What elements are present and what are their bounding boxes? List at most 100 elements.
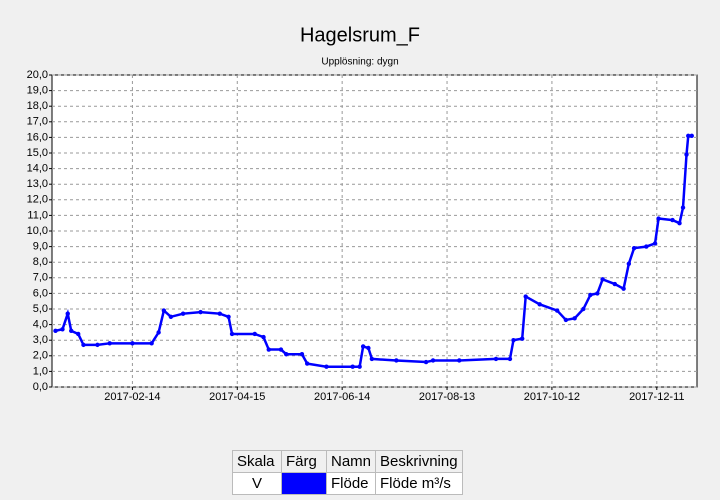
point — [600, 277, 605, 282]
point — [130, 341, 135, 346]
point — [430, 358, 436, 363]
y-tick-label: 16,0 — [27, 131, 48, 143]
point — [423, 359, 429, 365]
point — [324, 364, 329, 369]
legend-header-row: Skala Färg Namn Beskrivning — [232, 450, 463, 473]
point — [65, 311, 70, 316]
point — [305, 361, 310, 366]
y-tick-label: 15,0 — [27, 147, 48, 159]
point — [686, 133, 691, 139]
point — [161, 308, 167, 313]
y-tick-label: 2,0 — [33, 350, 48, 362]
y-tick-label: 5,0 — [33, 303, 48, 315]
x-tick-label: 2017-08-13 — [419, 391, 475, 403]
y-tick-label: 17,0 — [27, 116, 48, 128]
point — [684, 152, 689, 157]
y-tick-label: 1,0 — [33, 365, 48, 377]
y-tick-label: 13,0 — [27, 178, 48, 190]
plot-area — [51, 74, 698, 388]
point — [554, 308, 560, 313]
point — [350, 364, 355, 369]
point — [299, 352, 305, 357]
point — [226, 314, 231, 319]
point — [563, 317, 569, 323]
point — [537, 302, 542, 307]
y-tick-label: 4,0 — [33, 319, 48, 331]
y-tick-label: 19,0 — [27, 85, 48, 97]
x-tick-label: 2017-12-11 — [629, 391, 684, 403]
point — [95, 342, 100, 348]
y-tick-label: 20,0 — [27, 69, 48, 81]
point — [581, 306, 586, 312]
point — [677, 221, 682, 226]
y-tick-label: 14,0 — [27, 163, 48, 175]
y-tick-label: 18,0 — [27, 100, 48, 112]
point — [156, 330, 161, 335]
point — [612, 281, 618, 287]
legend-header: Färg — [281, 450, 327, 473]
point — [69, 328, 74, 334]
x-tick-label: 2017-04-15 — [209, 391, 265, 403]
point — [493, 356, 499, 362]
point — [81, 342, 86, 348]
point — [572, 316, 577, 321]
point — [644, 244, 649, 249]
point — [180, 311, 186, 316]
point — [656, 216, 661, 221]
legend-color — [281, 472, 327, 495]
point — [149, 341, 154, 346]
point — [198, 309, 203, 315]
point — [621, 286, 626, 291]
point — [394, 358, 399, 363]
point — [369, 356, 375, 362]
point — [689, 133, 694, 139]
chart-subtitle: Upplösning: dygn — [321, 57, 398, 68]
point — [357, 364, 362, 369]
point — [511, 338, 516, 343]
point — [360, 344, 366, 349]
chart: Hagelsrum_F Upplösning: dygn 0,0 1,0 2,0 3,… — [27, 24, 698, 403]
point — [266, 347, 271, 352]
y-tick-label: 11,0 — [27, 209, 48, 221]
point — [60, 327, 65, 332]
point — [520, 336, 525, 341]
legend-header: Beskrivning — [375, 450, 463, 473]
legend-name: Flöde — [325, 472, 377, 495]
point — [626, 261, 632, 266]
point — [76, 331, 81, 337]
point — [107, 341, 112, 346]
legend-row: V Flöde Flöde m³/s — [232, 472, 463, 495]
point — [168, 314, 174, 319]
x-tick-label: 2017-06-14 — [314, 391, 370, 403]
point — [53, 328, 58, 334]
point — [284, 352, 289, 357]
legend-description: Flöde m³/s — [375, 472, 463, 495]
point — [261, 334, 266, 340]
y-tick-label: 6,0 — [33, 287, 48, 299]
point — [507, 356, 513, 362]
legend-scale: V — [232, 472, 282, 495]
x-tick-label: 2017-10-12 — [524, 391, 580, 403]
point — [588, 292, 593, 298]
point — [229, 331, 235, 337]
legend-table: Skala Färg Namn Beskrivning V Flöde Flöd… — [232, 450, 463, 495]
y-tick-label: 12,0 — [27, 194, 48, 206]
point — [595, 291, 600, 296]
point — [652, 241, 658, 246]
point — [523, 294, 528, 299]
y-tick-label: 3,0 — [33, 334, 48, 346]
x-tick-label: 2017-02-14 — [104, 391, 160, 403]
y-tick-label: 9,0 — [33, 241, 48, 253]
point — [670, 217, 675, 223]
point — [631, 245, 637, 251]
point — [217, 311, 223, 316]
point — [457, 358, 462, 363]
point — [366, 345, 371, 351]
y-tick-label: 7,0 — [33, 272, 48, 284]
point — [252, 331, 257, 337]
y-tick-label: 8,0 — [33, 256, 48, 268]
legend-header: Skala — [232, 450, 282, 473]
y-tick-label: 10,0 — [27, 225, 48, 237]
chart-title: Hagelsrum_F — [300, 24, 420, 46]
